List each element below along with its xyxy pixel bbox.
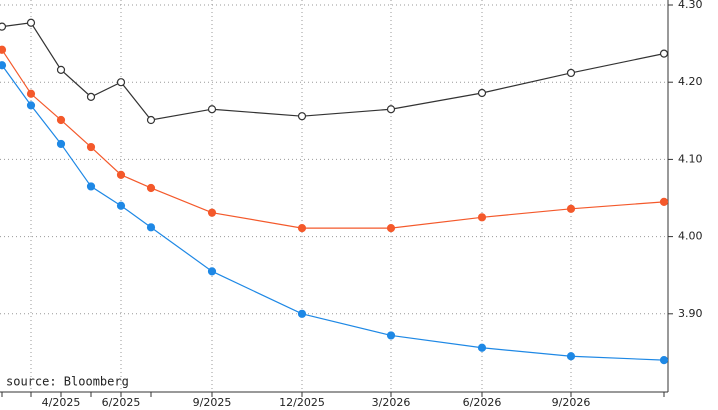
series-marker <box>207 208 217 217</box>
series-line <box>1 49 665 229</box>
series-marker <box>0 22 7 31</box>
x-tick-label: 3/2026 <box>372 396 411 409</box>
series-marker <box>86 182 96 191</box>
series-marker <box>116 78 126 87</box>
y-tick-label: 4.00 <box>678 230 703 243</box>
y-tick-label: 3.90 <box>678 307 703 320</box>
series-marker <box>297 309 307 318</box>
series-marker <box>146 115 156 125</box>
y-tick-label: 4.30 <box>678 0 703 11</box>
x-tick-label: 6/2026 <box>463 396 502 409</box>
x-tick-label: 9/2026 <box>552 396 591 409</box>
series-marker <box>386 224 396 233</box>
series-marker <box>116 201 126 210</box>
series-marker <box>56 65 66 74</box>
series-marker <box>566 68 576 78</box>
series-line <box>1 22 665 121</box>
series-marker <box>659 197 669 206</box>
y-tick-label: 4.10 <box>678 152 703 165</box>
series-marker <box>566 352 576 361</box>
series-marker <box>26 18 36 27</box>
series-marker <box>146 183 156 193</box>
series-marker <box>0 61 7 70</box>
series-marker <box>116 170 126 179</box>
series-marker <box>26 101 36 110</box>
x-tick-label: 4/2025 <box>42 396 81 409</box>
series-marker <box>297 224 307 233</box>
series-marker <box>56 139 66 149</box>
series-marker <box>207 267 217 276</box>
series-marker <box>477 343 487 352</box>
series-marker <box>386 105 396 114</box>
series-marker <box>297 112 307 121</box>
series-marker <box>659 356 669 365</box>
series-marker <box>86 142 96 152</box>
series-marker <box>86 92 96 101</box>
x-tick-label: 6/2025 <box>102 396 141 409</box>
series-marker <box>0 45 7 54</box>
series-marker <box>659 49 669 58</box>
source-note: source: Bloomberg <box>6 375 129 389</box>
series-marker <box>146 223 156 232</box>
series-marker <box>386 331 396 340</box>
series-marker <box>566 204 576 213</box>
x-tick-label: 12/2025 <box>279 396 325 409</box>
x-tick-label: 9/2025 <box>193 396 232 409</box>
series-line <box>1 64 665 361</box>
series-marker <box>26 89 36 98</box>
series-marker <box>56 115 66 125</box>
series-marker <box>477 88 487 98</box>
y-tick-label: 4.20 <box>678 75 703 88</box>
series-marker <box>207 105 217 114</box>
series-marker <box>477 213 487 222</box>
